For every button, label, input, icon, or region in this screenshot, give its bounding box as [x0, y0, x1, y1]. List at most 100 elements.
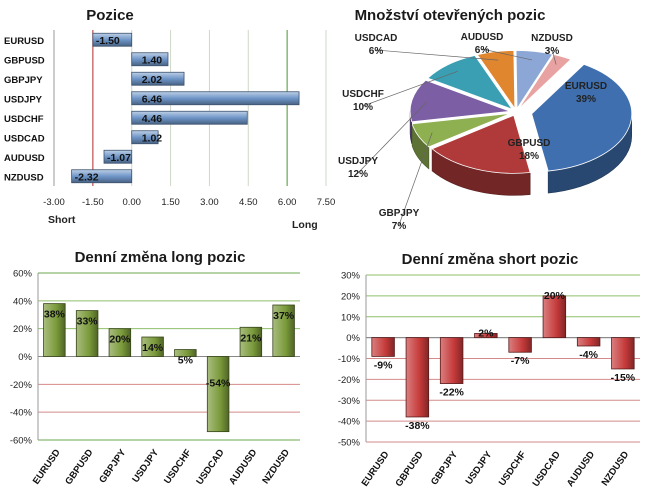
pozice-x-tick: -3.00: [43, 197, 65, 208]
short-category-label: USDJPY: [464, 449, 495, 487]
pie-leader-line: [551, 49, 557, 65]
pie-leader-line: [481, 48, 533, 61]
short-value-label: -4%: [579, 349, 598, 361]
short-bar: [576, 337, 601, 347]
pozice-bar: [131, 110, 248, 125]
pozice-x-tick: 1.50: [161, 197, 180, 208]
pie-slice: [426, 54, 514, 111]
long-y-tick: -40%: [10, 408, 33, 419]
long-value-label: 37%: [273, 310, 295, 322]
pie-slice-percent: 6%: [369, 46, 384, 57]
pie-slice-percent: 18%: [519, 151, 539, 162]
short-value-label: 20%: [544, 290, 566, 302]
long-category-label: EURUSD: [31, 447, 63, 486]
pozice-long-label: Long: [292, 219, 318, 231]
long-y-tick: 20%: [13, 324, 33, 335]
long-y-tick: -20%: [10, 380, 33, 391]
pozice-bar: [103, 149, 133, 164]
short-category-label: GBPUSD: [394, 449, 426, 489]
long-bar: [141, 336, 164, 357]
pie-slice: [531, 63, 633, 172]
short-category-label: USDCAD: [531, 449, 563, 489]
pozice-category-label: NZDUSD: [4, 172, 44, 183]
short-y-tick: 0%: [346, 333, 360, 344]
pozice-chart: -3.00 -1.50 0.00 1.50 3.00 4.50 6.00 7.50 EURUSD…: [4, 30, 335, 208]
pie-slice: [431, 114, 531, 174]
pie-slice-percent: 6%: [475, 45, 490, 56]
long-value-label: -54%: [206, 378, 231, 390]
short-category-label: EURUSD: [360, 449, 392, 488]
long-bar: [272, 304, 295, 357]
short-y-tick: -50%: [338, 438, 361, 449]
pozice-bar: [92, 32, 133, 47]
long-category-label: GBPUSD: [63, 447, 95, 487]
pozice-value-label: 6.46: [142, 93, 163, 105]
short-bar: [474, 333, 498, 339]
long-category-label: AUDUSD: [227, 447, 259, 487]
short-category-label: GBPJPY: [429, 449, 460, 487]
pozice-x-tick: 0.00: [122, 197, 141, 208]
pie-slice-label: GBPUSD: [508, 138, 551, 149]
long-bar: [43, 303, 66, 357]
pie-slice-label: AUDUSD: [461, 32, 504, 43]
long-category-label: GBPJPY: [97, 447, 128, 485]
long-value-label: 5%: [178, 355, 194, 367]
long-y-tick: 0%: [18, 352, 32, 363]
pozice-category-label: AUDUSD: [4, 153, 45, 164]
mnozstvi-pie: EURUSD 39% GBPUSD 18% GBPJPY 7% USDJPY 12% USDCH…: [338, 32, 633, 232]
pozice-category-label: GBPUSD: [4, 55, 45, 66]
short-category-label: AUDUSD: [565, 449, 597, 489]
short-value-label: 2%: [478, 327, 494, 339]
pozice-category-label: GBPJPY: [4, 75, 43, 86]
pozice-value-label: 1.02: [142, 132, 163, 144]
pozice-bar: [131, 91, 300, 106]
pie-leader-line: [362, 71, 458, 107]
long-category-label: NZDUSD: [260, 447, 292, 486]
pozice-category-label: EURUSD: [4, 36, 44, 47]
pozice-bar: [131, 130, 159, 145]
pie-slice-label: GBPJPY: [379, 208, 420, 219]
long-category-label: USDCHF: [162, 447, 194, 486]
long-bar: [206, 356, 230, 433]
long-value-label: 38%: [44, 309, 66, 321]
pozice-x-tick: -1.50: [82, 197, 104, 208]
pozice-category-label: USDCAD: [4, 133, 45, 144]
short-bar: [439, 337, 464, 384]
pozice-bar: [131, 52, 169, 67]
short-bar: [611, 337, 635, 370]
pozice-value-label: -1.07: [107, 152, 131, 164]
pie-slice-percent: 10%: [353, 102, 373, 113]
pie-slice-percent: 39%: [576, 94, 596, 105]
short-y-tick: -10%: [338, 354, 361, 365]
pozice-x-tick: 6.00: [278, 197, 297, 208]
pie-slice: [409, 79, 511, 123]
short-category-label: USDCHF: [497, 449, 529, 488]
short-change-chart: 30% 20% 10% 0% -10% -20% -30% -40% -50% -9% EURUSD…: [338, 271, 640, 489]
pozice-x-tick: 4.50: [239, 197, 258, 208]
pie-leader-line: [357, 101, 427, 174]
long-change-chart: 60% 40% 20% 0% -20% -40% -60% 38% EURUSD 33% GBPUS…: [10, 269, 300, 487]
short-category-label: NZDUSD: [600, 449, 632, 488]
long-value-label: 33%: [77, 316, 99, 328]
long-value-label: 21%: [240, 332, 262, 344]
pie-leader-line: [375, 49, 499, 61]
long-category-label: USDJPY: [130, 447, 161, 485]
pie-slice-label: NZDUSD: [531, 33, 573, 44]
pozice-value-label: 2.02: [142, 74, 163, 86]
pozice-x-tick: 3.00: [200, 197, 219, 208]
pozice-title: Pozice: [86, 7, 134, 24]
long-y-tick: 40%: [13, 296, 33, 307]
short-y-tick: 10%: [341, 312, 361, 323]
pozice-bar: [71, 169, 133, 184]
pie-slice: [411, 113, 511, 148]
pozice-category-label: USDJPY: [4, 94, 43, 105]
short-value-label: -15%: [611, 372, 636, 384]
short-y-tick: -30%: [338, 396, 361, 407]
short-bar: [542, 295, 567, 339]
short-bar: [508, 337, 532, 353]
pozice-value-label: 1.40: [142, 54, 163, 66]
pie-slice-percent: 3%: [545, 46, 560, 57]
long-y-tick: 60%: [13, 269, 33, 280]
pozice-value-label: -1.50: [96, 35, 120, 47]
